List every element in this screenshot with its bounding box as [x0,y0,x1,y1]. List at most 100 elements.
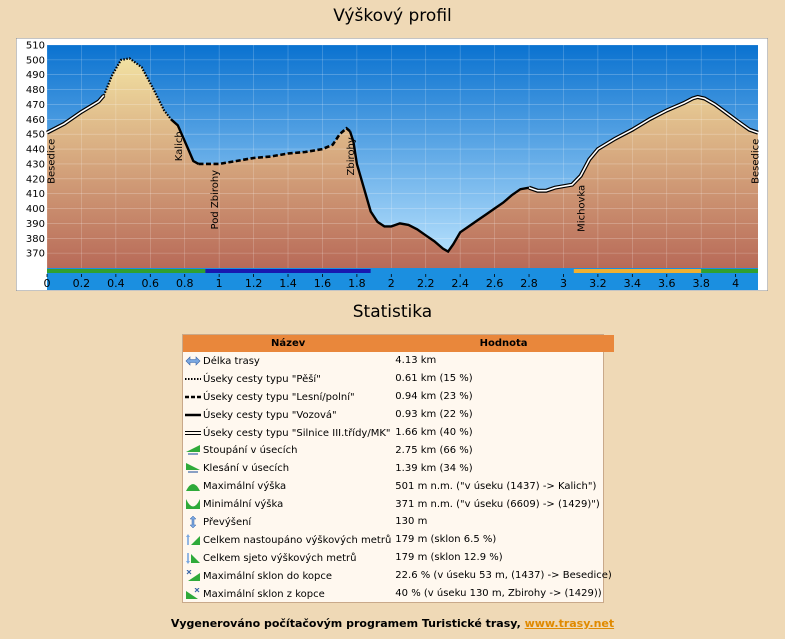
stats-row-label: Minimální výška [203,499,284,511]
x-tick-label: 2 [388,277,395,290]
footer-text: Vygenerováno počítačovým programem Turis… [170,617,521,630]
stats-row-label: Celkem nastoupáno výškových metrů [203,534,392,546]
y-tick-label: 440 [26,145,45,156]
stats-row-name-cell: Maximální sklon do kopce [183,567,393,585]
path-segment-foot [102,57,172,120]
x-tick-label: 0.4 [107,277,125,290]
y-tick-label: 390 [26,219,45,230]
path-segment-cart [170,118,200,165]
path-segment-cart [348,130,530,254]
axes: 3703803904004104204304404504604704804905… [26,41,758,290]
stats-row: Úseky cesty typu "Lesní/polní" 0.94 km (2… [183,388,614,406]
point-label: Michovka [577,185,588,232]
stats-header-row: Název Hodnota [183,335,614,352]
y-tick-label: 420 [26,174,45,185]
ascent-icon [185,444,201,456]
stats-row-name-cell: Maximální sklon z kopce [183,585,393,603]
stats-row-value: 130 m [395,516,428,528]
stats-row-name-cell: Stoupání v úsecích [183,441,393,459]
stats-row-name-cell: Celkem sjeto výškových metrů [183,549,393,567]
double-arrow-icon [185,355,201,367]
max-slope-down-icon [185,587,201,600]
profile-line [46,57,759,254]
peak-icon [185,480,201,492]
stats-table: Název Hodnota Délka trasy 4.13 km Úseky ce… [183,335,614,602]
stats-row-name-cell: Celkem nastoupáno výškových metrů [183,531,393,549]
total-ascent-icon [185,533,201,546]
x-tick-label: 1.8 [348,277,366,290]
stats-row-value: 179 m (sklon 12.9 %) [395,552,503,564]
y-tick-label: 490 [26,70,45,81]
route-section-bar [701,269,758,273]
y-tick-label: 500 [26,55,45,66]
x-tick-label: 1.2 [245,277,262,290]
stats-row-label: Délka trasy [203,355,260,367]
x-tick-label: 1.6 [314,277,332,290]
point-label: Besedice [46,139,57,184]
x-tick-label: 4 [732,277,739,290]
terrain-area [47,58,758,269]
route-section-bar [205,269,371,273]
stats-row-label: Stoupání v úsecích [203,445,298,457]
stats-row-value: 22.6 % (v úseku 53 m, (1437) -> Besedice… [395,570,612,582]
y-tick-label: 450 [26,130,45,141]
path-segment-road-inner [46,94,105,134]
stats-row-name-cell: Úseky cesty typu "Vozová" [183,406,393,424]
stats-row-name-cell: Maximální výška [183,477,393,495]
double-line-icon [185,427,201,439]
y-tick-label: 480 [26,85,45,96]
stats-row-label: Maximální sklon do kopce [203,570,333,582]
y-tick-label: 430 [26,159,45,170]
x-tick-label: 3.4 [624,277,642,290]
plot-area [47,45,758,269]
x-tick-label: 0.2 [73,277,91,290]
y-tick-label: 370 [26,249,45,260]
stats-row: Úseky cesty typu "Silnice III.třídy/MK" 1… [183,424,614,442]
stats-row: Celkem sjeto výškových metrů 179 m (sklon… [183,549,614,567]
footer: Vygenerováno počítačovým programem Turis… [0,617,785,630]
stats-row-value: 179 m (sklon 6.5 %) [395,534,497,546]
header-name: Název [183,335,394,352]
stats-row-name-cell: Minimální výška [183,495,393,513]
stats-row-name-cell: Úseky cesty typu "Pěší" [183,370,393,388]
max-slope-up-icon [185,569,201,582]
stats-row-label: Úseky cesty typu "Lesní/polní" [203,391,355,403]
stats-row-value: 371 m n.m. ("v úseku (6609) -> (1429)") [395,498,600,510]
footer-link[interactable]: www.trasy.net [524,617,615,630]
x-tick-label: 0.6 [142,277,160,290]
header-value: Hodnota [393,335,614,352]
stats-row: Úseky cesty typu "Vozová" 0.93 km (22 %) [183,406,614,424]
stats-row: Délka trasy 4.13 km [183,352,614,370]
stats-row: Minimální výška 371 m n.m. ("v úseku (660… [183,495,614,513]
point-label: Besedice [751,139,762,184]
x-tick-label: 0.8 [176,277,194,290]
stats-row-label: Maximální výška [203,481,287,493]
stats-row-name-cell: Úseky cesty typu "Silnice III.třídy/MK" [183,424,393,442]
y-tick-label: 400 [26,204,45,215]
stats-row-label: Převýšení [203,516,252,528]
stats-row-label: Maximální sklon z kopce [203,588,325,600]
y-tick-label: 410 [26,189,45,200]
x-tick-label: 2.6 [486,277,504,290]
stats-row-value: 0.61 km (15 %) [395,373,473,385]
route-section-bar [573,269,702,273]
stats-row: Převýšení 130 m [183,513,614,531]
y-tick-label: 470 [26,100,45,111]
stats-table-panel: Název Hodnota Délka trasy 4.13 km Úseky ce… [182,334,614,604]
stats-row-value: 2.75 km (66 %) [395,444,473,456]
stats-row-label: Celkem sjeto výškových metrů [203,552,357,564]
dashed-line-icon [185,391,201,403]
stats-row-value: 1.39 km (34 %) [395,462,473,474]
stats-row-value: 501 m n.m. ("v úseku (1437) -> Kalich") [395,480,597,492]
x-tick-label: 3.8 [692,277,710,290]
x-tick-label: 2.2 [417,277,435,290]
stats-title: Statistika [352,302,433,322]
chart-grid [46,44,758,268]
x-tick-label: 1.4 [279,277,297,290]
stats-row-name-cell: Úseky cesty typu "Lesní/polní" [183,388,393,406]
stats-row-value: 4.13 km [395,355,437,367]
x-tick-label: 2.8 [520,277,538,290]
dotted-line-icon [185,373,201,385]
stats-row-name-cell: Klesání v úsecích [183,459,393,477]
x-tick-label: 3.2 [589,277,607,290]
